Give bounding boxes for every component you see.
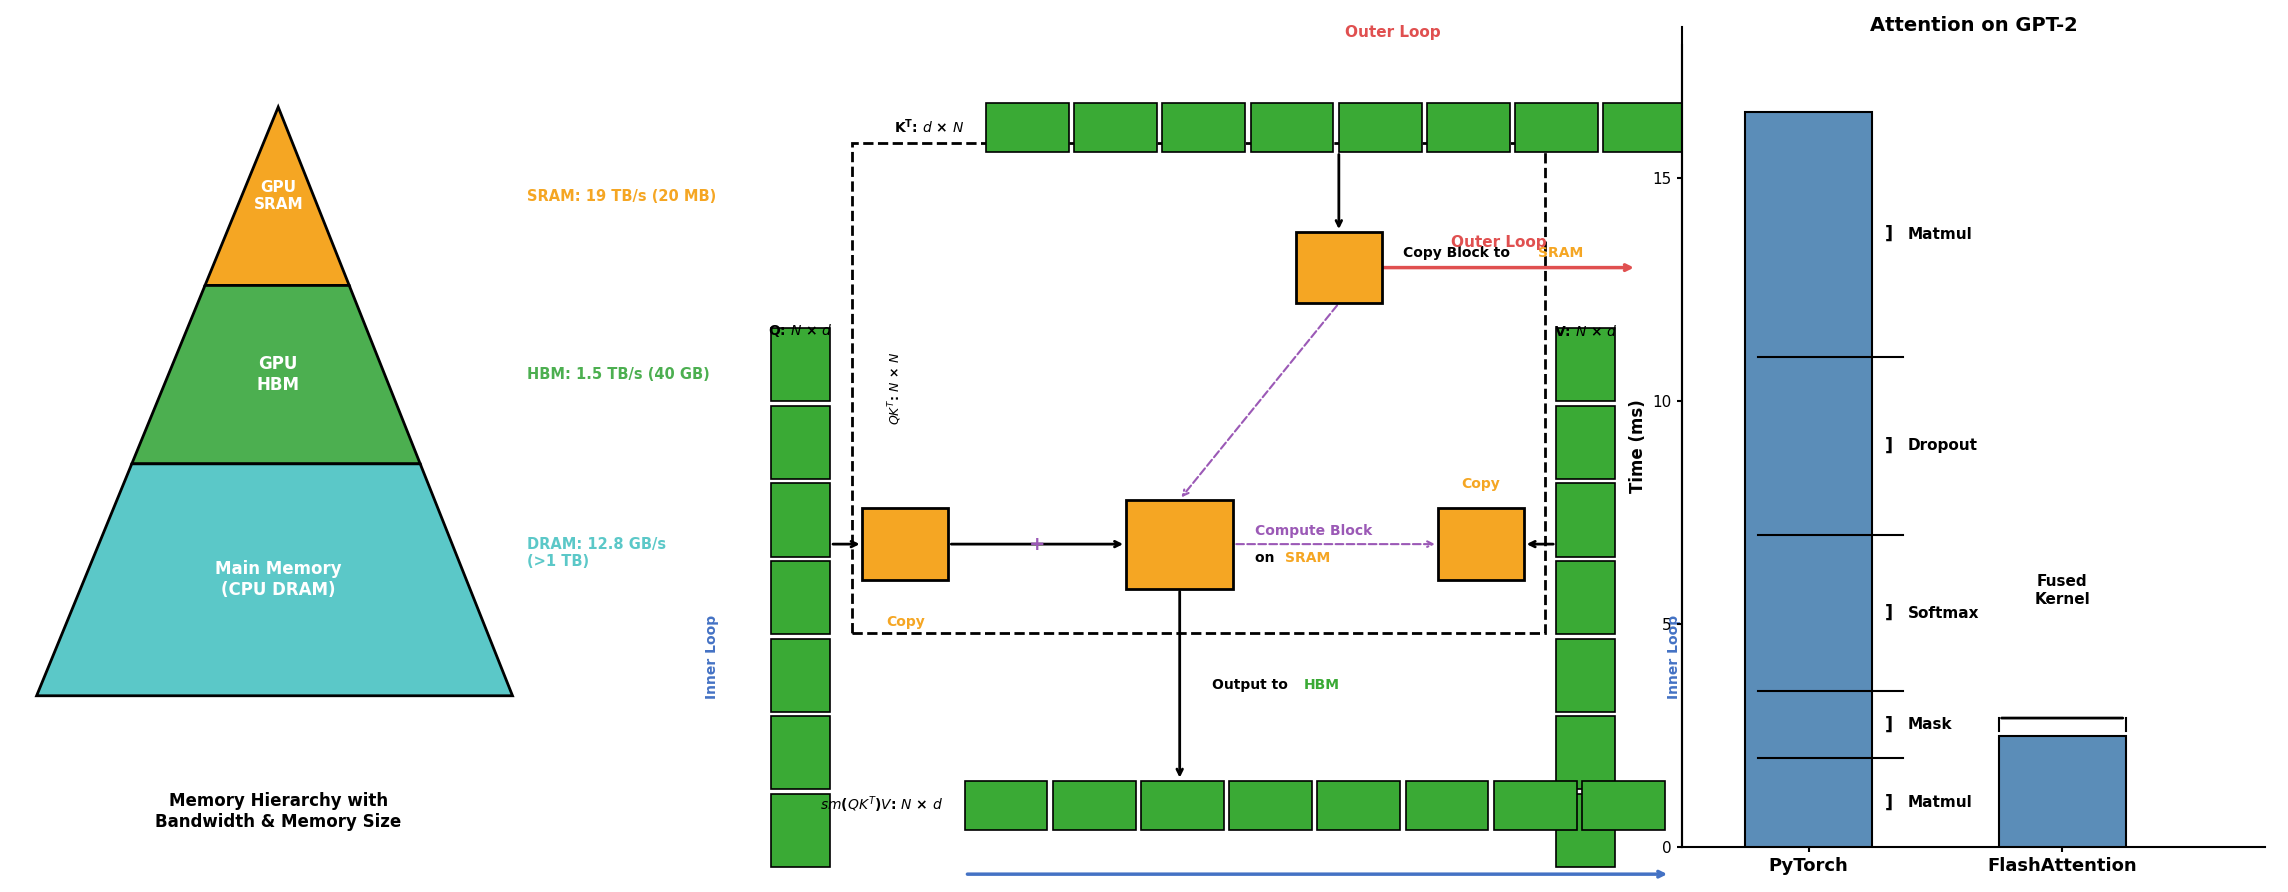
- Text: Output to: Output to: [1213, 678, 1293, 691]
- FancyBboxPatch shape: [771, 716, 831, 789]
- Bar: [851, 143, 1544, 633]
- Text: Mask: Mask: [1908, 717, 1952, 732]
- FancyBboxPatch shape: [771, 406, 831, 479]
- FancyBboxPatch shape: [1604, 103, 1686, 152]
- Text: $sm$($QK^T$)$V$: $N$ × $d$: $sm$($QK^T$)$V$: $N$ × $d$: [819, 795, 943, 815]
- FancyBboxPatch shape: [1338, 103, 1421, 152]
- Text: Dropout: Dropout: [1908, 439, 1977, 453]
- FancyBboxPatch shape: [1556, 561, 1615, 634]
- Y-axis label: Time (ms): Time (ms): [1629, 399, 1647, 493]
- Text: DRAM: 12.8 GB/s
(>1 TB): DRAM: 12.8 GB/s (>1 TB): [526, 537, 666, 569]
- Text: Q: $N$ × $d$: Q: $N$ × $d$: [769, 322, 833, 339]
- FancyBboxPatch shape: [1556, 639, 1615, 712]
- FancyBboxPatch shape: [1126, 500, 1233, 589]
- FancyBboxPatch shape: [771, 483, 831, 557]
- Text: HBM: HBM: [1304, 678, 1338, 691]
- Text: V: $N$ × $d$: V: $N$ × $d$: [1554, 324, 1618, 339]
- Title: Attention on GPT-2: Attention on GPT-2: [1869, 16, 2078, 35]
- Text: on: on: [1254, 550, 1279, 565]
- FancyBboxPatch shape: [771, 794, 831, 867]
- Text: Copy: Copy: [885, 615, 924, 630]
- Bar: [2000, 736, 2126, 847]
- Text: ]: ]: [1885, 794, 1892, 812]
- FancyBboxPatch shape: [1437, 508, 1524, 580]
- Text: SRAM: SRAM: [1286, 550, 1329, 565]
- Text: ]: ]: [1885, 715, 1892, 734]
- FancyBboxPatch shape: [1229, 780, 1311, 830]
- Text: ]: ]: [1885, 225, 1892, 244]
- FancyBboxPatch shape: [1405, 780, 1487, 830]
- Polygon shape: [37, 464, 513, 696]
- FancyBboxPatch shape: [1556, 794, 1615, 867]
- FancyBboxPatch shape: [771, 639, 831, 712]
- FancyBboxPatch shape: [966, 780, 1048, 830]
- Text: $QK^T$: $N$ × $N$: $QK^T$: $N$ × $N$: [885, 351, 904, 425]
- Text: $\mathbf{K^T}$: $d$ × $N$: $\mathbf{K^T}$: $d$ × $N$: [895, 118, 966, 136]
- Text: Inner Loop: Inner Loop: [705, 615, 718, 699]
- Text: ]: ]: [1885, 437, 1892, 455]
- Text: HBM: 1.5 TB/s (40 GB): HBM: 1.5 TB/s (40 GB): [526, 368, 709, 382]
- Polygon shape: [133, 285, 421, 464]
- Text: Copy Block to: Copy Block to: [1403, 246, 1515, 260]
- Polygon shape: [206, 107, 350, 285]
- FancyBboxPatch shape: [771, 561, 831, 634]
- FancyBboxPatch shape: [1556, 483, 1615, 557]
- Text: Matmul: Matmul: [1908, 796, 1972, 810]
- FancyBboxPatch shape: [1556, 716, 1615, 789]
- FancyBboxPatch shape: [1428, 103, 1510, 152]
- Text: +: +: [1030, 534, 1046, 554]
- Text: Main Memory
(CPU DRAM): Main Memory (CPU DRAM): [215, 560, 341, 599]
- Text: GPU
SRAM: GPU SRAM: [254, 180, 302, 212]
- FancyBboxPatch shape: [1052, 780, 1135, 830]
- Text: Compute Block: Compute Block: [1254, 524, 1373, 538]
- Text: GPU
HBM: GPU HBM: [256, 355, 300, 394]
- FancyBboxPatch shape: [1318, 780, 1400, 830]
- Text: Softmax: Softmax: [1908, 606, 1979, 621]
- FancyBboxPatch shape: [863, 508, 950, 580]
- Text: Copy: Copy: [1462, 476, 1501, 491]
- FancyBboxPatch shape: [1581, 780, 1666, 830]
- Text: Fused
Kernel: Fused Kernel: [2034, 574, 2089, 607]
- Text: Outer Loop: Outer Loop: [1451, 235, 1547, 250]
- FancyBboxPatch shape: [1252, 103, 1334, 152]
- FancyBboxPatch shape: [1494, 780, 1576, 830]
- Text: Memory Hierarchy with
Bandwidth & Memory Size: Memory Hierarchy with Bandwidth & Memory…: [156, 792, 400, 831]
- Text: ]: ]: [1885, 604, 1892, 623]
- FancyBboxPatch shape: [1142, 780, 1224, 830]
- FancyBboxPatch shape: [1556, 406, 1615, 479]
- FancyBboxPatch shape: [1515, 103, 1597, 152]
- Text: SRAM: SRAM: [1538, 246, 1583, 260]
- FancyBboxPatch shape: [1556, 328, 1615, 401]
- FancyBboxPatch shape: [986, 103, 1068, 152]
- Text: SRAM: 19 TB/s (20 MB): SRAM: 19 TB/s (20 MB): [526, 189, 716, 203]
- Text: Inner Loop: Inner Loop: [1668, 615, 1682, 699]
- FancyBboxPatch shape: [771, 328, 831, 401]
- Bar: [1746, 112, 1872, 847]
- FancyBboxPatch shape: [1295, 232, 1382, 303]
- Text: Outer Loop: Outer Loop: [1345, 25, 1441, 40]
- Text: Matmul: Matmul: [1908, 227, 1972, 242]
- FancyBboxPatch shape: [1162, 103, 1245, 152]
- FancyBboxPatch shape: [1075, 103, 1158, 152]
- Text: Outer Loop: Outer Loop: [1721, 605, 1734, 692]
